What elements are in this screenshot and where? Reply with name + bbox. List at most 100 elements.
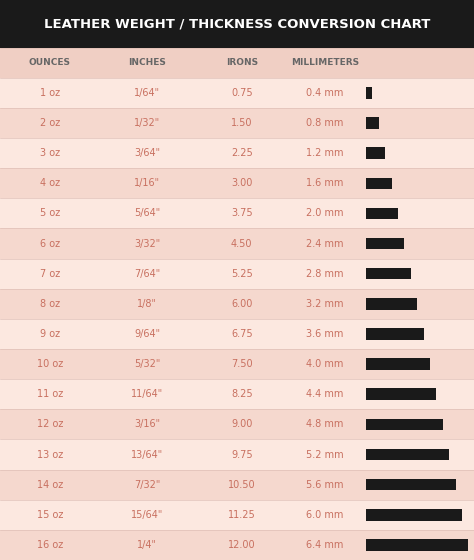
Text: 4.50: 4.50 (231, 239, 253, 249)
Text: 1.2 mm: 1.2 mm (306, 148, 344, 158)
Text: 15/64": 15/64" (131, 510, 163, 520)
Text: 3.6 mm: 3.6 mm (306, 329, 343, 339)
Text: 10.50: 10.50 (228, 480, 255, 489)
Text: IRONS: IRONS (226, 58, 258, 67)
Text: 3/64": 3/64" (134, 148, 160, 158)
Text: 4.0 mm: 4.0 mm (306, 359, 343, 369)
Text: 7/32": 7/32" (134, 480, 160, 489)
Bar (366, 419, 443, 430)
Bar (0, 228, 474, 259)
Bar (366, 238, 404, 249)
Text: 2 oz: 2 oz (40, 118, 60, 128)
Bar (366, 328, 423, 340)
Bar (366, 509, 462, 520)
Text: 7.50: 7.50 (231, 359, 253, 369)
Bar (366, 268, 410, 279)
Text: 5 oz: 5 oz (40, 208, 60, 218)
Text: 0.75: 0.75 (231, 88, 253, 98)
Text: 9/64": 9/64" (134, 329, 160, 339)
Bar (0, 440, 474, 470)
Text: MILLIMETERS: MILLIMETERS (291, 58, 359, 67)
Bar (366, 117, 379, 129)
Text: 3.2 mm: 3.2 mm (306, 299, 344, 309)
Text: 6.4 mm: 6.4 mm (306, 540, 343, 550)
Text: 4.8 mm: 4.8 mm (306, 419, 343, 430)
Text: 7 oz: 7 oz (40, 269, 60, 279)
Text: LEATHER WEIGHT / THICKNESS CONVERSION CHART: LEATHER WEIGHT / THICKNESS CONVERSION CH… (44, 17, 430, 30)
Bar (0, 379, 474, 409)
Text: 3.00: 3.00 (231, 178, 253, 188)
Bar (0, 289, 474, 319)
Text: 1/4": 1/4" (137, 540, 157, 550)
Bar (366, 147, 385, 159)
Text: 16 oz: 16 oz (36, 540, 63, 550)
Bar (366, 389, 436, 400)
Bar (366, 298, 417, 310)
Bar (366, 178, 392, 189)
Bar (366, 449, 449, 460)
Text: 3/32": 3/32" (134, 239, 160, 249)
Text: 9.75: 9.75 (231, 450, 253, 460)
Text: 5.6 mm: 5.6 mm (306, 480, 344, 489)
Text: 11.25: 11.25 (228, 510, 255, 520)
Bar (0, 530, 474, 560)
Text: 5.25: 5.25 (231, 269, 253, 279)
Text: 4.4 mm: 4.4 mm (306, 389, 343, 399)
Text: 11 oz: 11 oz (36, 389, 63, 399)
Text: 12.00: 12.00 (228, 540, 255, 550)
Text: 13/64": 13/64" (131, 450, 163, 460)
Text: 5.2 mm: 5.2 mm (306, 450, 344, 460)
Bar (0, 108, 474, 138)
Text: 1/64": 1/64" (134, 88, 160, 98)
Text: 1.50: 1.50 (231, 118, 253, 128)
Text: 1 oz: 1 oz (40, 88, 60, 98)
Bar (0, 48, 474, 78)
Text: 13 oz: 13 oz (36, 450, 63, 460)
Text: 7/64": 7/64" (134, 269, 160, 279)
Text: 1.6 mm: 1.6 mm (306, 178, 343, 188)
Text: 4 oz: 4 oz (40, 178, 60, 188)
Bar (0, 409, 474, 440)
Text: INCHES: INCHES (128, 58, 166, 67)
Text: 3 oz: 3 oz (40, 148, 60, 158)
Text: 8 oz: 8 oz (40, 299, 60, 309)
Bar (0, 259, 474, 289)
Text: 8.25: 8.25 (231, 389, 253, 399)
Text: 6 oz: 6 oz (40, 239, 60, 249)
Bar (366, 358, 430, 370)
Text: OUNCES: OUNCES (29, 58, 71, 67)
Text: 10 oz: 10 oz (36, 359, 63, 369)
Text: 6.75: 6.75 (231, 329, 253, 339)
Text: 9.00: 9.00 (231, 419, 253, 430)
Text: 2.25: 2.25 (231, 148, 253, 158)
Text: 9 oz: 9 oz (40, 329, 60, 339)
Bar (0, 500, 474, 530)
Text: 12 oz: 12 oz (36, 419, 63, 430)
Bar (366, 479, 456, 491)
Text: 14 oz: 14 oz (36, 480, 63, 489)
Bar (0, 470, 474, 500)
Text: 15 oz: 15 oz (36, 510, 63, 520)
Text: 0.4 mm: 0.4 mm (306, 88, 343, 98)
Bar (366, 208, 398, 219)
Bar (366, 87, 373, 99)
Bar (0, 78, 474, 108)
Text: 2.0 mm: 2.0 mm (306, 208, 344, 218)
Text: 5/64": 5/64" (134, 208, 160, 218)
Text: 3/16": 3/16" (134, 419, 160, 430)
Text: 5/32": 5/32" (134, 359, 160, 369)
Text: 1/8": 1/8" (137, 299, 157, 309)
Text: 11/64": 11/64" (131, 389, 163, 399)
Text: 0.8 mm: 0.8 mm (306, 118, 343, 128)
Text: 6.0 mm: 6.0 mm (306, 510, 343, 520)
Text: 6.00: 6.00 (231, 299, 253, 309)
Text: 3.75: 3.75 (231, 208, 253, 218)
Text: 2.8 mm: 2.8 mm (306, 269, 344, 279)
Bar (0, 198, 474, 228)
Bar (0, 349, 474, 379)
Bar (0, 319, 474, 349)
Bar (366, 539, 468, 550)
Text: 1/32": 1/32" (134, 118, 160, 128)
Bar (0, 168, 474, 198)
Text: 2.4 mm: 2.4 mm (306, 239, 344, 249)
